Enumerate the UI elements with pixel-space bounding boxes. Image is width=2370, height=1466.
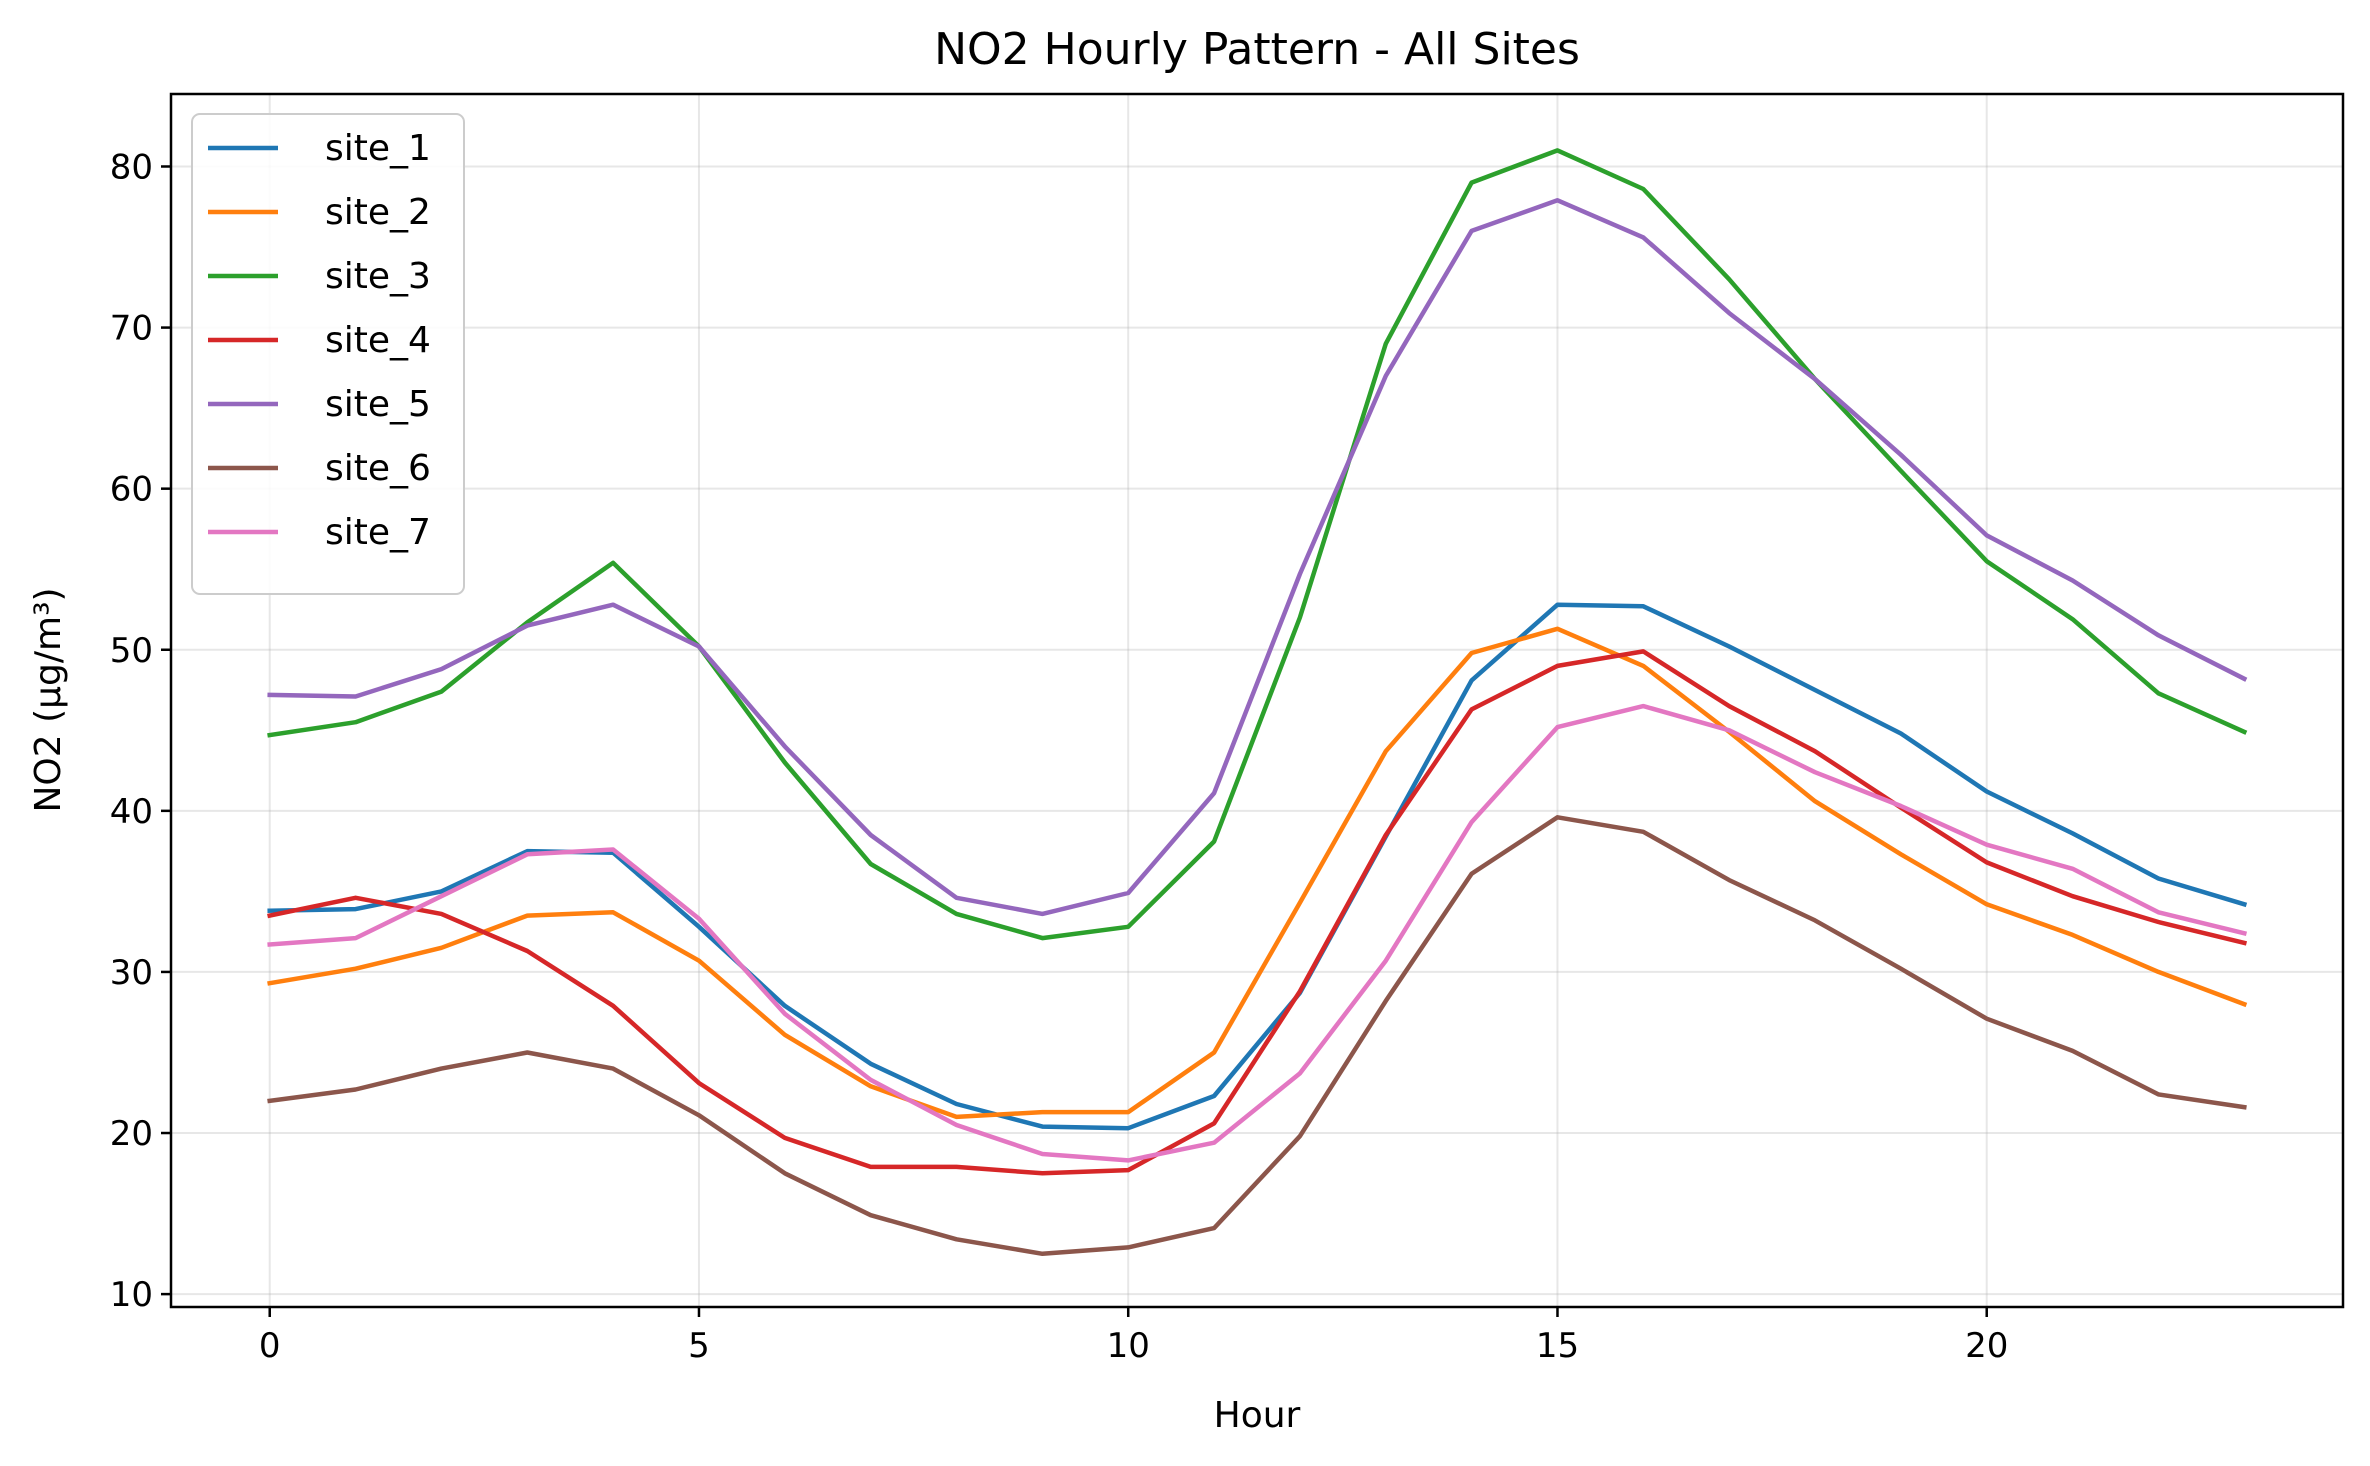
legend-frame <box>191 113 465 595</box>
legend-label: site_7 <box>325 512 431 553</box>
series-line-site_5 <box>267 198 2248 917</box>
series-lines <box>267 148 2248 1257</box>
x-tick-label: 20 <box>1965 1326 2008 1366</box>
legend-label: site_3 <box>325 256 431 297</box>
y-axis-label: NO2 (μg/m³) <box>28 587 69 812</box>
x-tick-label: 0 <box>259 1326 281 1366</box>
legend: site_1 site_2 site_3 site_4 site_5 site_6site… <box>191 113 465 595</box>
x-tick-label: 15 <box>1536 1326 1579 1366</box>
series-line-site_2 <box>267 626 2248 1120</box>
x-tick-label: 5 <box>688 1326 710 1366</box>
legend-label: site_1 <box>325 128 431 169</box>
y-tick-label: 40 <box>110 792 153 832</box>
legend-label: site_5 <box>325 384 431 425</box>
y-tick-label: 20 <box>110 1114 153 1154</box>
x-axis: 0 5 10 15 20 <box>259 1307 2008 1366</box>
y-tick-label: 60 <box>110 470 153 510</box>
y-tick-label: 70 <box>110 309 153 349</box>
series-line-site_6 <box>267 815 2247 1257</box>
chart-title: NO2 Hourly Pattern - All Sites <box>934 24 1580 75</box>
legend-label: site_6 <box>325 448 431 489</box>
y-tick-label: 50 <box>110 631 153 671</box>
y-tick-label: 10 <box>110 1275 153 1315</box>
x-axis-label: Hour <box>1214 1395 1301 1436</box>
plot-area-frame <box>169 92 2345 1309</box>
y-tick-label: 80 <box>110 147 153 187</box>
series-line-site_7 <box>267 703 2248 1163</box>
series-line-site_4 <box>267 649 2248 1176</box>
legend-label: site_4 <box>325 320 431 361</box>
x-tick-label: 10 <box>1107 1326 1150 1366</box>
y-tick-label: 30 <box>110 953 153 993</box>
legend-label: site_2 <box>325 192 431 233</box>
grid <box>171 94 2343 1307</box>
series-line-site_3 <box>267 148 2248 941</box>
y-axis: 10 20 30 40 50 60 70 80 <box>110 147 171 1315</box>
